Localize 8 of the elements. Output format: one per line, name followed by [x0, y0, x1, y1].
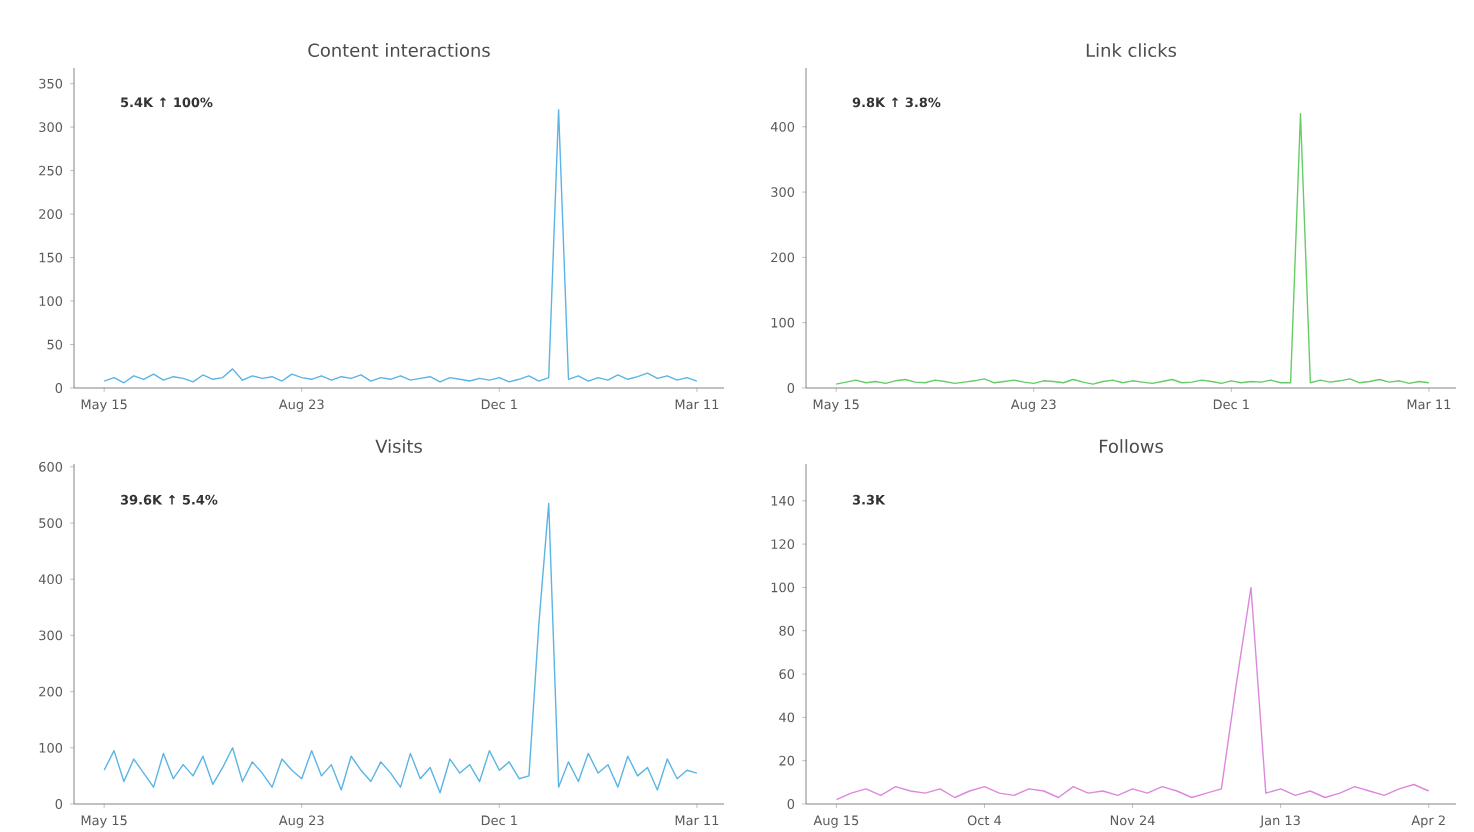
- line-series: [103, 109, 698, 384]
- line-series: [103, 502, 698, 794]
- chart-title: Visits: [375, 439, 422, 453]
- chart-title: Content interactions: [308, 43, 490, 57]
- chart-title: Link clicks: [1086, 43, 1177, 57]
- chart-title: Follows: [1099, 439, 1163, 453]
- line-series: [835, 113, 1430, 385]
- line-series: [835, 586, 1430, 801]
